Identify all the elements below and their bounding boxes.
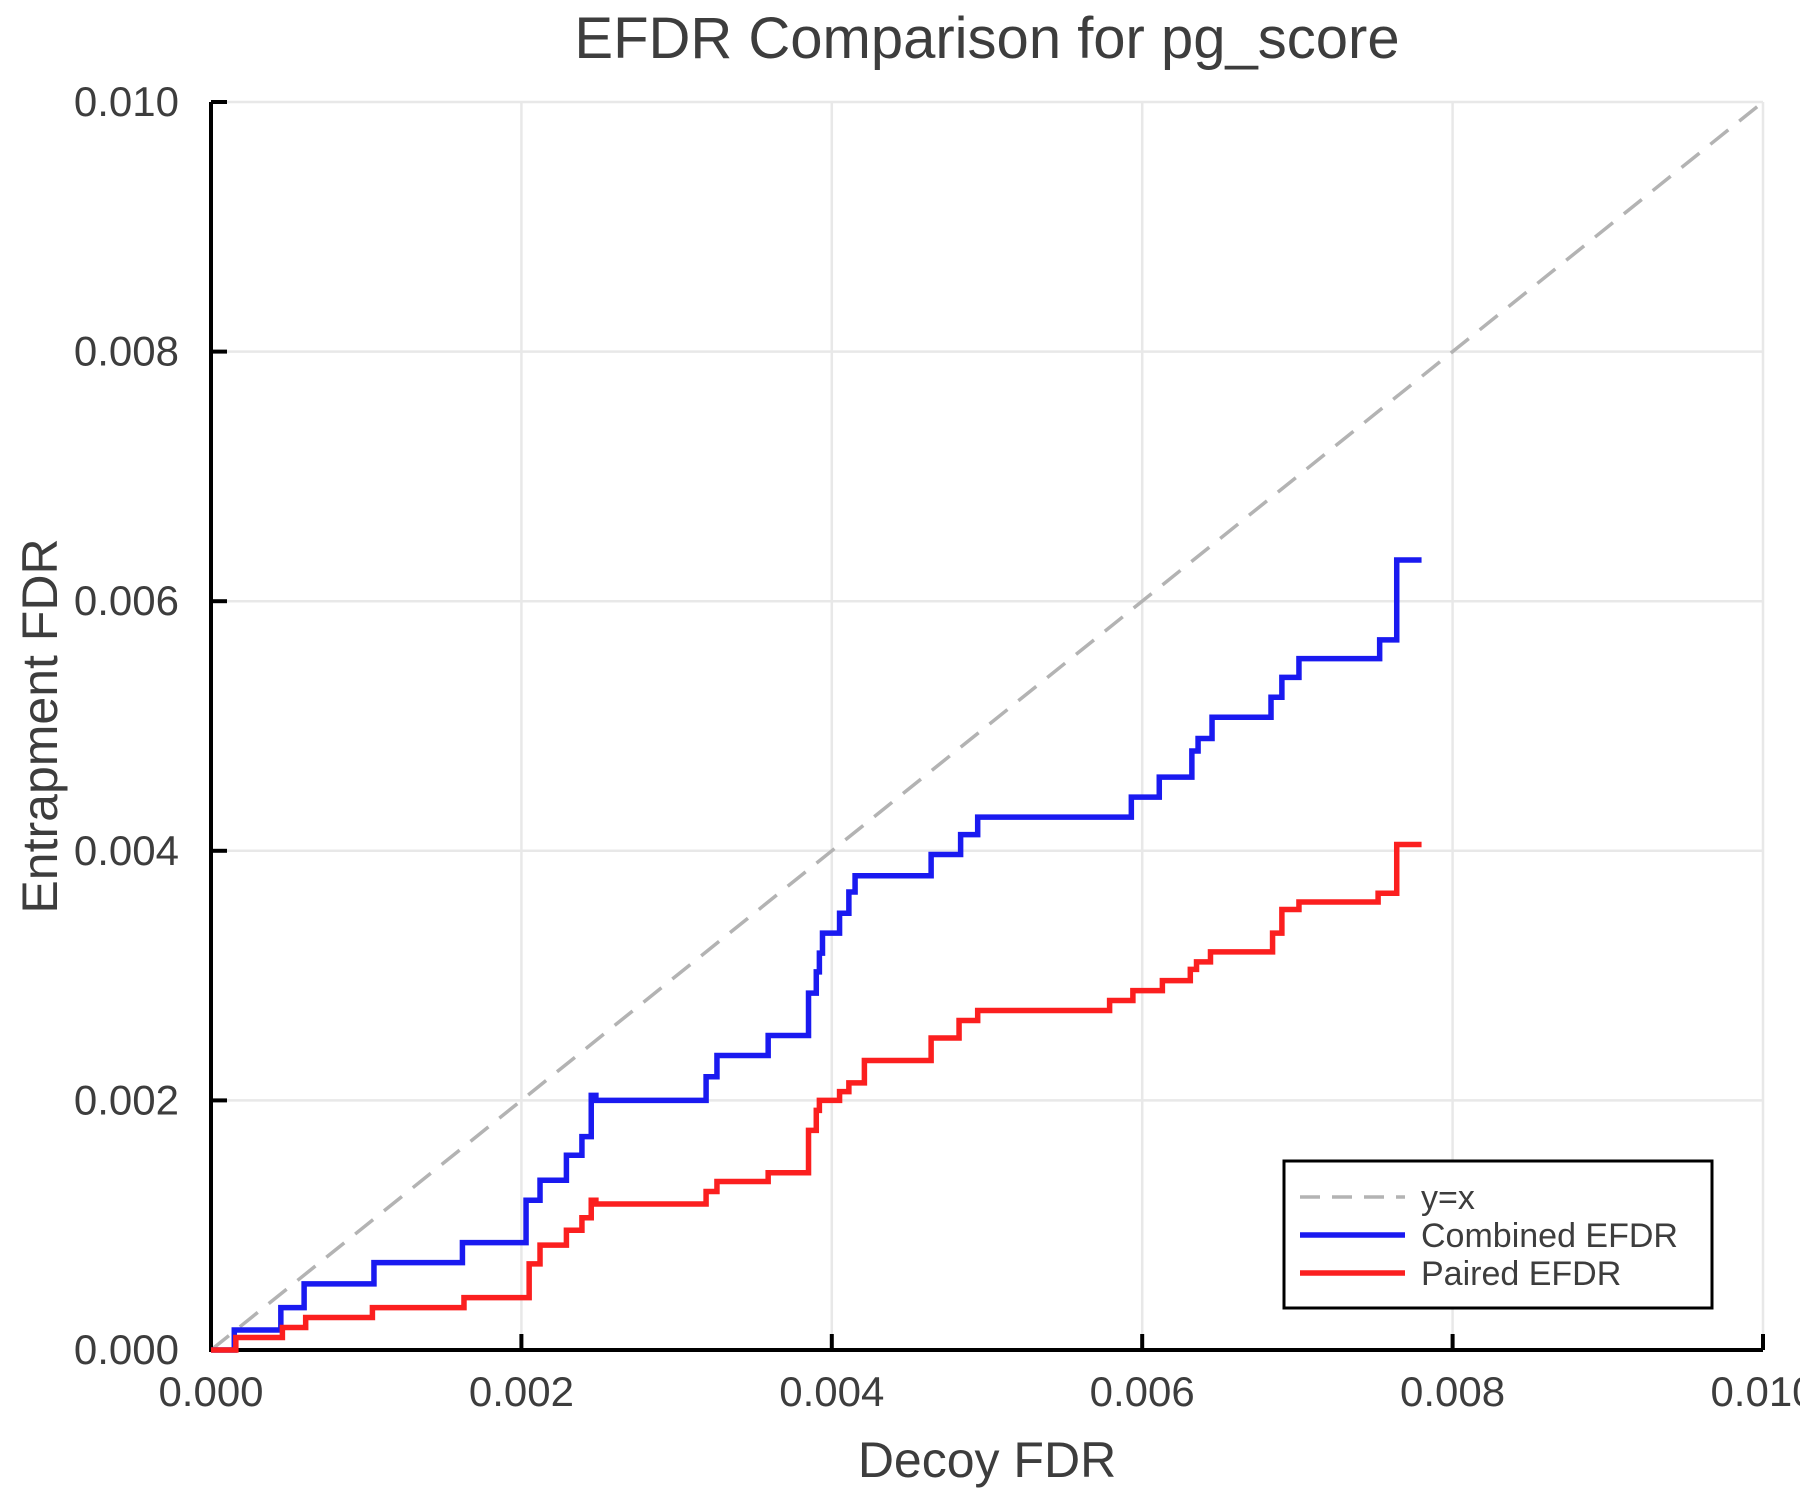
y-tick-label: 0.002 — [74, 1076, 179, 1123]
x-tick-label: 0.006 — [1090, 1368, 1195, 1415]
x-tick-label: 0.004 — [779, 1368, 884, 1415]
chart-title: EFDR Comparison for pg_score — [574, 6, 1399, 71]
series-paired-efdr — [211, 841, 1422, 1353]
legend-label: Paired EFDR — [1421, 1255, 1621, 1293]
axis-ticks: 0.000 0.002 0.004 0.006 0.008 0.010 0.000 0.002… — [74, 78, 1800, 1415]
y-tick-label: 0.010 — [74, 78, 179, 125]
x-axis-label: Decoy FDR — [858, 1432, 1116, 1488]
y-tick-label: 0.004 — [74, 827, 179, 874]
x-tick-label: 0.008 — [1400, 1368, 1505, 1415]
y-axis-label: Entrapment FDR — [12, 538, 68, 913]
data-series — [211, 557, 1422, 1353]
y-tick-label: 0.006 — [74, 577, 179, 624]
legend-label: y=x — [1421, 1179, 1475, 1217]
legend-label: Combined EFDR — [1421, 1217, 1678, 1255]
series-combined-efdr — [211, 557, 1422, 1353]
y-tick-label: 0.008 — [74, 328, 179, 375]
y-tick-label: 0.000 — [74, 1326, 179, 1373]
x-tick-label: 0.000 — [158, 1368, 263, 1415]
x-tick-label: 0.002 — [469, 1368, 574, 1415]
x-tick-label: 0.010 — [1710, 1368, 1800, 1415]
